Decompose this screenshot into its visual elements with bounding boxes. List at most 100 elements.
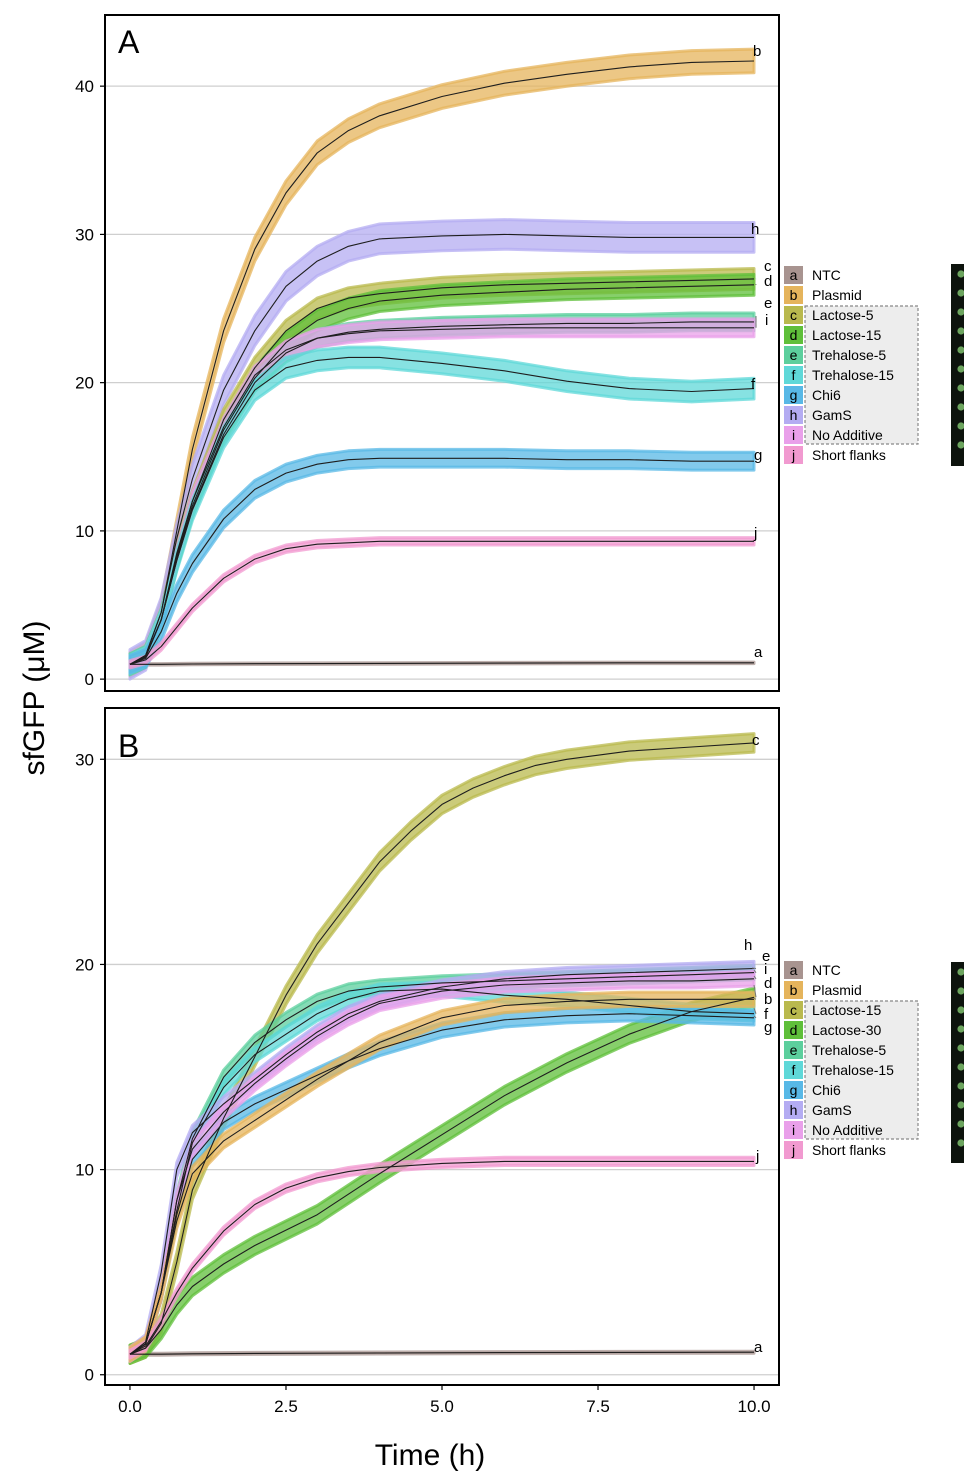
label-connector [753, 997, 757, 1000]
legend-label: Plasmid [812, 287, 862, 303]
legend-swatch [784, 981, 803, 999]
legend-item-c: c Lactose-5 [784, 306, 874, 324]
label-connector [753, 1015, 757, 1019]
series-line-h [129, 233, 754, 665]
micrograph-droplet [957, 422, 964, 430]
legend-label: Short flanks [812, 1142, 886, 1158]
legend-swatch [784, 286, 803, 304]
series-line-i [129, 978, 755, 1355]
legend-swatch [784, 1001, 803, 1019]
legend-key: j [791, 447, 795, 463]
legend-swatch [784, 1101, 803, 1119]
legend-label: Chi6 [812, 387, 841, 403]
y-tick-label: 20 [75, 955, 94, 974]
legend-item-f: f Trehalose-15 [784, 1061, 894, 1079]
legend-label: Lactose-15 [812, 327, 881, 343]
legend-swatch [784, 1061, 803, 1079]
series-end-label-f: f [751, 376, 756, 393]
legend-label: Plasmid [812, 982, 862, 998]
legend-key: h [790, 1102, 798, 1118]
series-end-label-a: a [754, 1339, 763, 1356]
legend-label: Trehalose-15 [812, 367, 894, 383]
legend-swatch [784, 366, 803, 384]
legend-swatch [784, 961, 803, 979]
series-line-f [129, 356, 755, 665]
series-band-g [128, 1005, 756, 1363]
series-end-label-a: a [754, 644, 763, 661]
legend-label: Short flanks [812, 447, 886, 463]
legend-label: No Additive [812, 1122, 883, 1138]
legend-label: NTC [812, 267, 841, 283]
x-tick-label: 7.5 [586, 1397, 610, 1416]
legend-item-j: j Short flanks [784, 446, 886, 464]
legend-label: GamS [812, 407, 852, 423]
legend-label: Trehalose-5 [812, 1042, 886, 1058]
legend-key: j [791, 1142, 795, 1158]
series-end-label-c: c [764, 258, 772, 275]
y-tick-label: 40 [75, 77, 94, 96]
y-tick-label: 30 [75, 750, 94, 769]
legend-item-h: h GamS [784, 1101, 852, 1119]
series-end-label-j: j [755, 1148, 759, 1165]
legend-swatch [784, 1021, 803, 1039]
series-line-c [129, 742, 755, 1355]
series-band-j [128, 536, 756, 670]
legend-item-g: g Chi6 [784, 1081, 841, 1099]
legend-swatch [784, 1081, 803, 1099]
series-end-label-c: c [752, 732, 760, 749]
panel-letter: B [118, 728, 139, 764]
micrograph-droplet [957, 1063, 964, 1071]
series-band-d [128, 986, 756, 1365]
legend-item-d: d Lactose-30 [784, 1021, 881, 1039]
series-line-g [129, 457, 754, 665]
series-line-d [129, 996, 755, 1355]
series-end-label-j: j [753, 525, 757, 542]
series-line-b [129, 998, 754, 1355]
legend-key: d [790, 327, 798, 343]
series-line-j [129, 540, 754, 665]
legend-item-b: b Plasmid [784, 286, 862, 304]
series-end-label-d: d [764, 273, 772, 290]
series-band-b [128, 47, 756, 678]
legend-item-j: j Short flanks [784, 1141, 886, 1159]
series-end-label-b: b [753, 43, 761, 60]
legend-label: Lactose-5 [812, 307, 874, 323]
micrograph-droplet [957, 365, 964, 373]
y-axis-title: sfGFP (μM) [18, 620, 51, 775]
legend-item-a: a NTC [784, 266, 841, 284]
legend-swatch [784, 1141, 803, 1159]
legend-label: GamS [812, 1102, 852, 1118]
series-end-label-h: h [751, 221, 759, 238]
legend-swatch [784, 386, 803, 404]
y-tick-label: 0 [85, 670, 94, 689]
label-connector [753, 975, 757, 980]
series-end-label-i: i [765, 312, 768, 329]
series-line-a [130, 1351, 755, 1355]
label-connector [753, 969, 757, 973]
legend-item-g: g Chi6 [784, 386, 841, 404]
micrograph-droplet [957, 1006, 964, 1014]
legend-swatch [784, 266, 803, 284]
series-line-i [129, 327, 754, 665]
micrograph-droplet [957, 987, 964, 995]
legend-swatch [784, 1121, 803, 1139]
x-tick-label: 0.0 [118, 1397, 142, 1416]
micrograph-droplet [957, 968, 964, 976]
legend-label: Lactose-15 [812, 1002, 881, 1018]
legend-item-e: e Trehalose-5 [784, 346, 886, 364]
series-end-label-g: g [764, 1019, 772, 1036]
series-end-label-e: e [764, 295, 772, 312]
legend-item-f: f Trehalose-15 [784, 366, 894, 384]
series-end-label-h: h [744, 937, 752, 954]
legend-swatch [784, 306, 803, 324]
micrograph-droplet [957, 1139, 964, 1147]
legend-label: Trehalose-15 [812, 1062, 894, 1078]
micrograph-droplet [957, 270, 964, 278]
legend-key: c [790, 307, 797, 323]
legend-swatch [784, 406, 803, 424]
micrograph-droplet [957, 1082, 964, 1090]
series-band-b [128, 990, 756, 1363]
legend-label: NTC [812, 962, 841, 978]
legend: a NTC b Plasmid c Lactose-15 d Lactose-30 e Treha… [784, 961, 919, 1159]
